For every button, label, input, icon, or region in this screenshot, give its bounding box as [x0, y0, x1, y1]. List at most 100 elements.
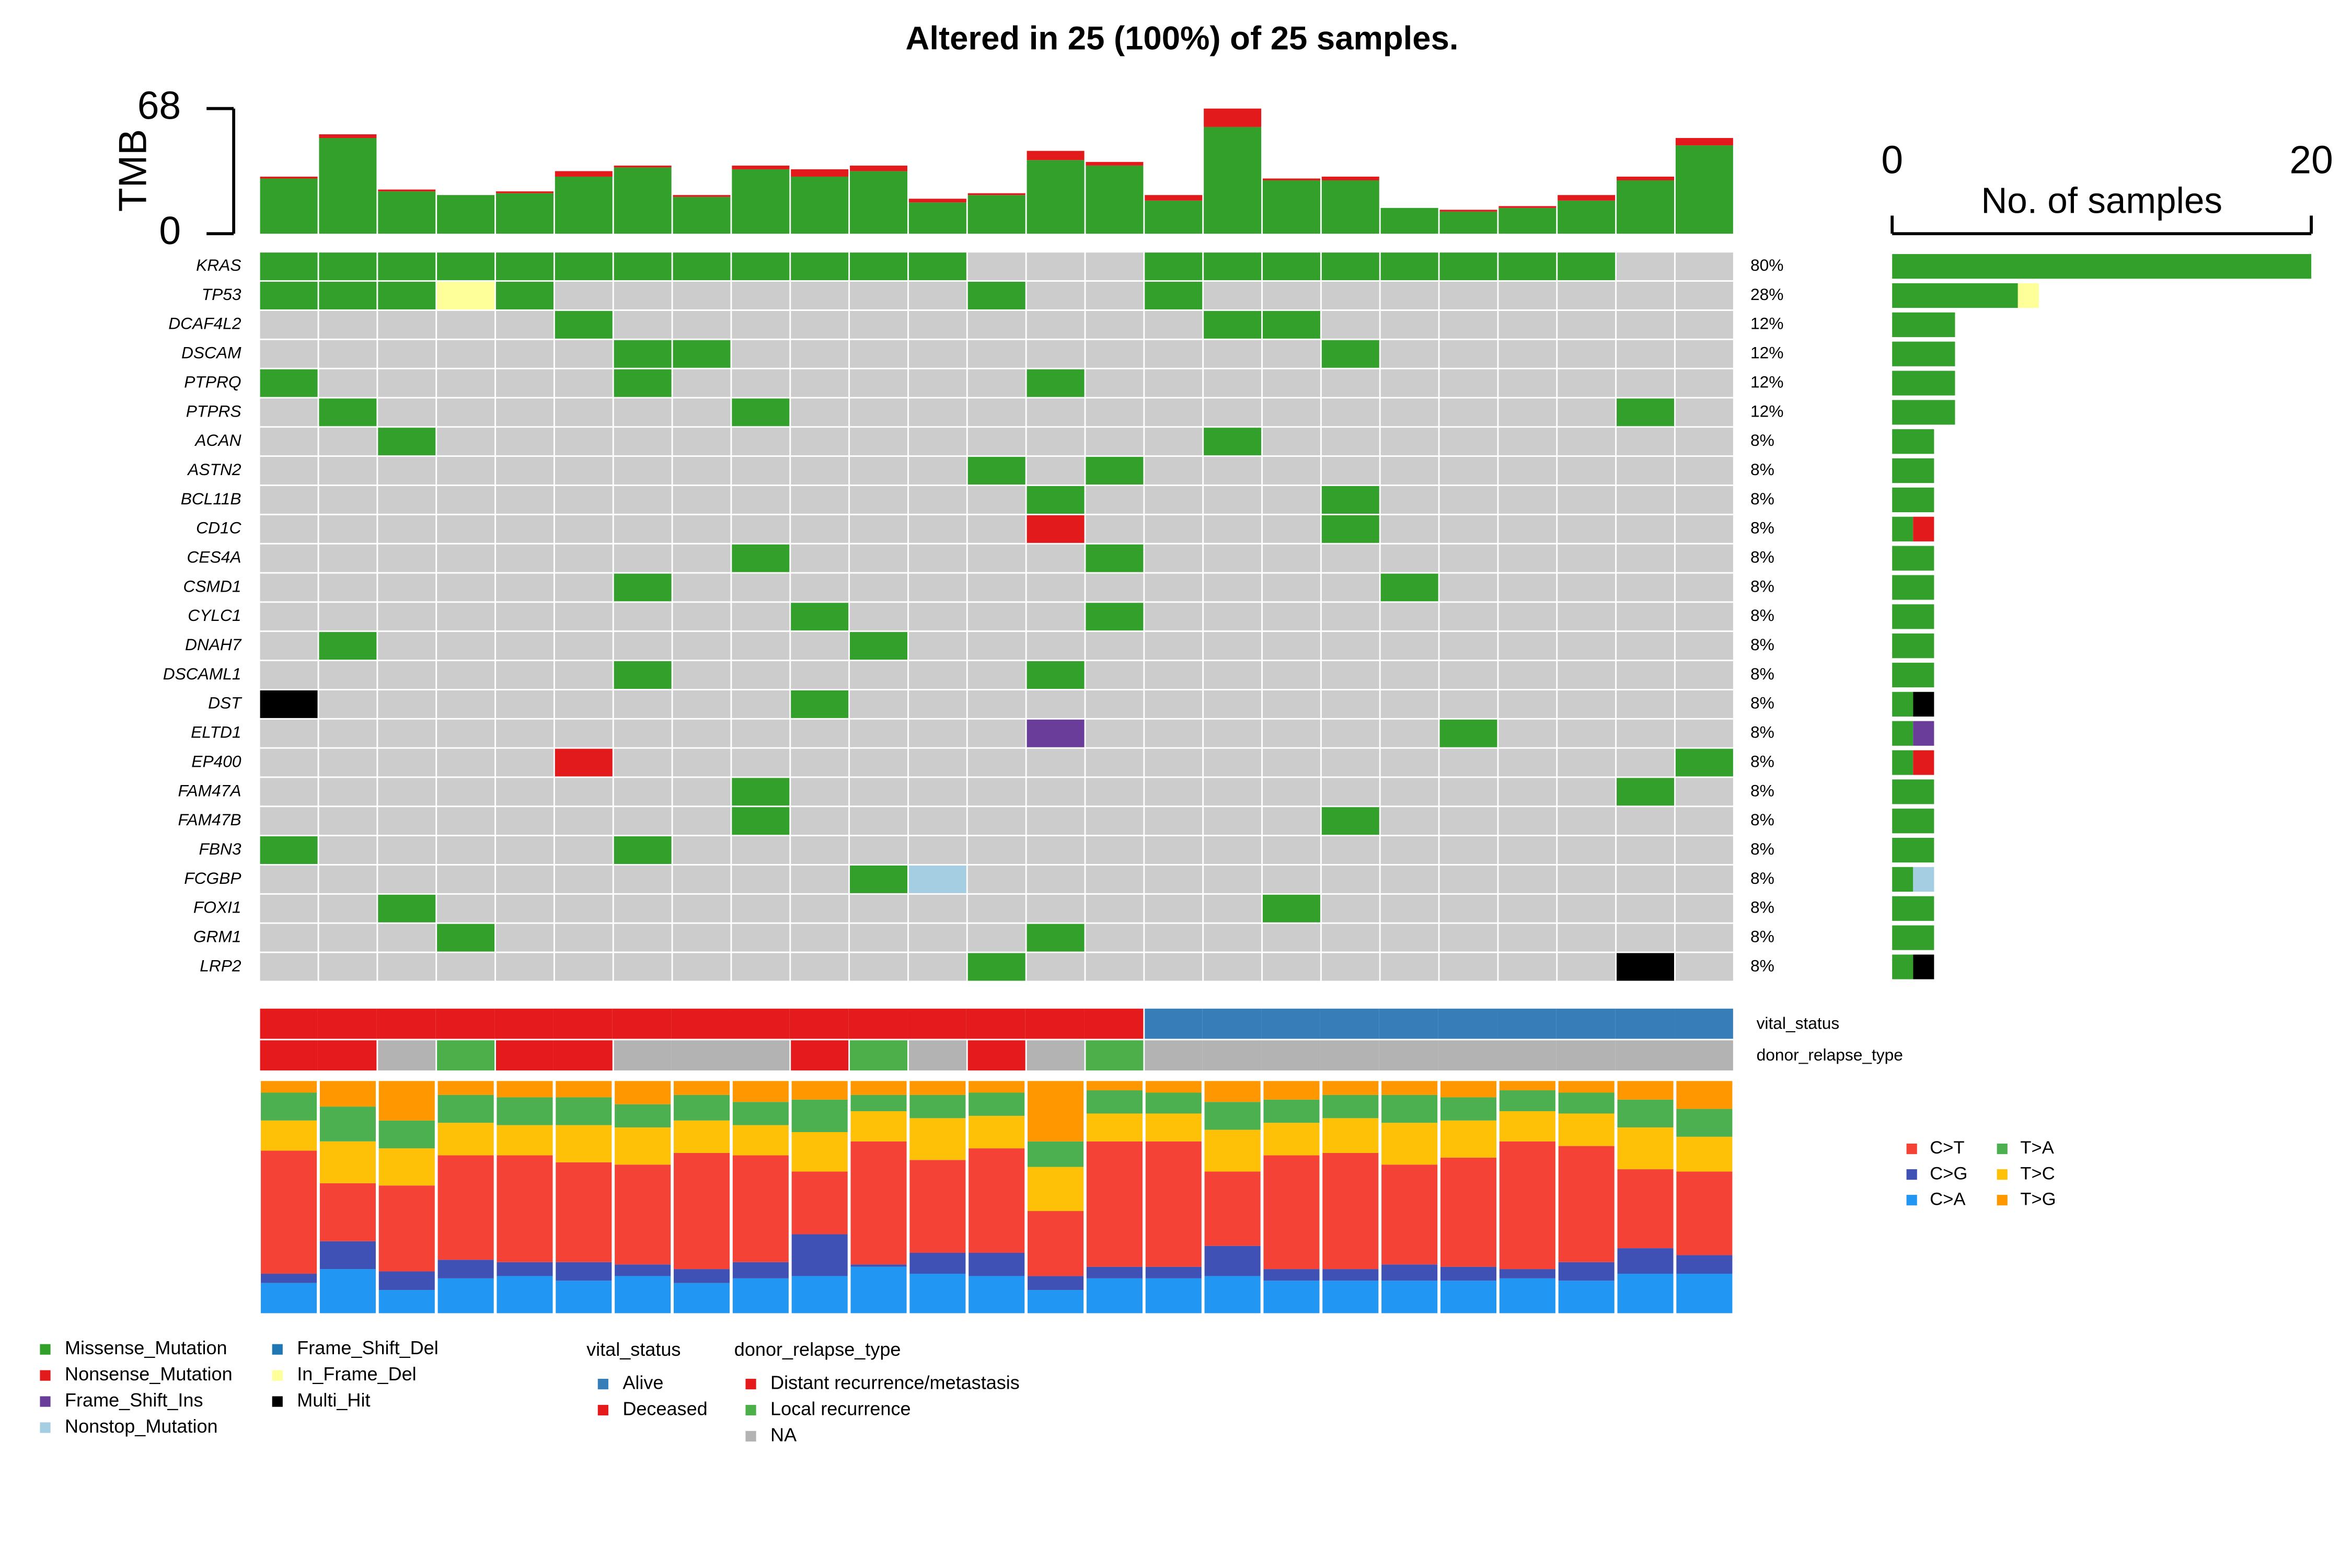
tmb-bar [1675, 145, 1733, 234]
mutation-cell [495, 340, 554, 368]
count-bar [1892, 429, 1934, 454]
legend-swatch [40, 1344, 51, 1355]
mutation-cell [908, 457, 966, 485]
mutation-cell [967, 719, 1025, 747]
frequency-label: 80% [1750, 256, 1783, 274]
mutation-cell [1086, 719, 1144, 747]
annotation-cell [1379, 1008, 1438, 1039]
mutation-cell [437, 661, 495, 689]
annotation-cell [1497, 1008, 1557, 1039]
frequency-label: 8% [1750, 694, 1774, 712]
mutation-cell [967, 369, 1025, 397]
mutation-cell [1617, 748, 1675, 777]
mutation-cell [319, 953, 377, 981]
mutation-cell [495, 603, 554, 631]
frequency-label: 8% [1750, 664, 1774, 683]
mutation-cell [614, 515, 672, 543]
mutation-cell [1498, 865, 1557, 893]
mutation-cell [437, 603, 495, 631]
mutation-cell [1145, 340, 1203, 368]
gene-label: FAM47B [178, 810, 241, 829]
titv-bar [1381, 1264, 1438, 1281]
titv-bar [673, 1152, 730, 1270]
legend-label: Deceased [622, 1398, 707, 1419]
mutation-cell [967, 953, 1025, 981]
mutation-cell [967, 632, 1025, 660]
mutation-cell [732, 282, 790, 309]
titv-bar [319, 1183, 376, 1241]
titv-bar [732, 1262, 789, 1278]
mutation-cell [1086, 807, 1144, 835]
mutation-cell [437, 340, 495, 368]
mutation-cell [319, 632, 377, 660]
mutation-cell [1380, 632, 1438, 660]
titv-bar [732, 1081, 789, 1102]
mutation-cell [1086, 573, 1144, 602]
titv-bar [615, 1165, 671, 1265]
mutation-cell [495, 865, 554, 893]
mutation-cell [495, 953, 554, 981]
mutation-cell [1675, 603, 1733, 631]
mutation-cell [1439, 603, 1497, 631]
tmb-bar [967, 195, 1025, 234]
mutation-cell [1086, 457, 1144, 485]
mutation-cell [1498, 807, 1557, 835]
mutation-cell [1439, 282, 1497, 309]
mutation-cell [1086, 486, 1144, 514]
count-bar [1913, 516, 1934, 541]
mutation-cell [908, 865, 966, 893]
mutation-cell [614, 924, 672, 952]
annotation-cell [435, 1008, 495, 1039]
titv-bar [615, 1104, 671, 1128]
mutation-cell [1380, 398, 1438, 426]
tmb-bar [1498, 206, 1557, 208]
titv-bar [1676, 1109, 1733, 1137]
mutation-cell [437, 632, 495, 660]
mutation-cell [1321, 661, 1379, 689]
mutation-cell [1027, 428, 1085, 456]
mutation-cell [1380, 252, 1438, 281]
mutation-cell [1617, 310, 1675, 339]
mutation-cell [1027, 544, 1085, 572]
mutation-cell [260, 369, 318, 397]
mutation-cell [614, 778, 672, 806]
legend-label: T>G [2020, 1189, 2056, 1209]
mutation-cell [850, 369, 908, 397]
mutation-cell [1262, 894, 1320, 923]
titv-bar [1499, 1090, 1555, 1112]
gene-label: KRAS [196, 256, 241, 274]
titv-bar [437, 1155, 494, 1260]
mutation-cell [850, 252, 908, 281]
mutation-cell [614, 894, 672, 923]
count-bar [1892, 779, 1934, 804]
mutation-cell [1321, 719, 1379, 747]
mutation-cell [967, 573, 1025, 602]
titv-bar [1558, 1146, 1615, 1262]
mutation-cell [1321, 369, 1379, 397]
legend-swatch [745, 1404, 756, 1416]
mutation-cell [437, 310, 495, 339]
mutation-cell [437, 544, 495, 572]
annotation-label: vital_status [1757, 1013, 1840, 1032]
mutation-cell [495, 661, 554, 689]
mutation-cell [1204, 252, 1262, 281]
frequency-label: 8% [1750, 606, 1774, 625]
mutation-cell [967, 924, 1025, 952]
mutation-cell [555, 924, 613, 952]
mutation-cell [1675, 544, 1733, 572]
count-bar [2017, 283, 2039, 308]
mutation-cell [437, 428, 495, 456]
tmb-bar [1027, 151, 1085, 160]
mutation-cell [732, 340, 790, 368]
titv-bar [1028, 1081, 1084, 1142]
gene-label: DSCAM [181, 343, 241, 362]
mutation-cell [555, 544, 613, 572]
mutation-cell [732, 457, 790, 485]
titv-bar [850, 1081, 907, 1095]
mutation-cell [1439, 690, 1497, 718]
annotation-cell [553, 1040, 613, 1071]
mutation-cell [1380, 778, 1438, 806]
mutation-cell [378, 778, 436, 806]
mutation-cell [1262, 953, 1320, 981]
titv-bar [1204, 1246, 1261, 1276]
